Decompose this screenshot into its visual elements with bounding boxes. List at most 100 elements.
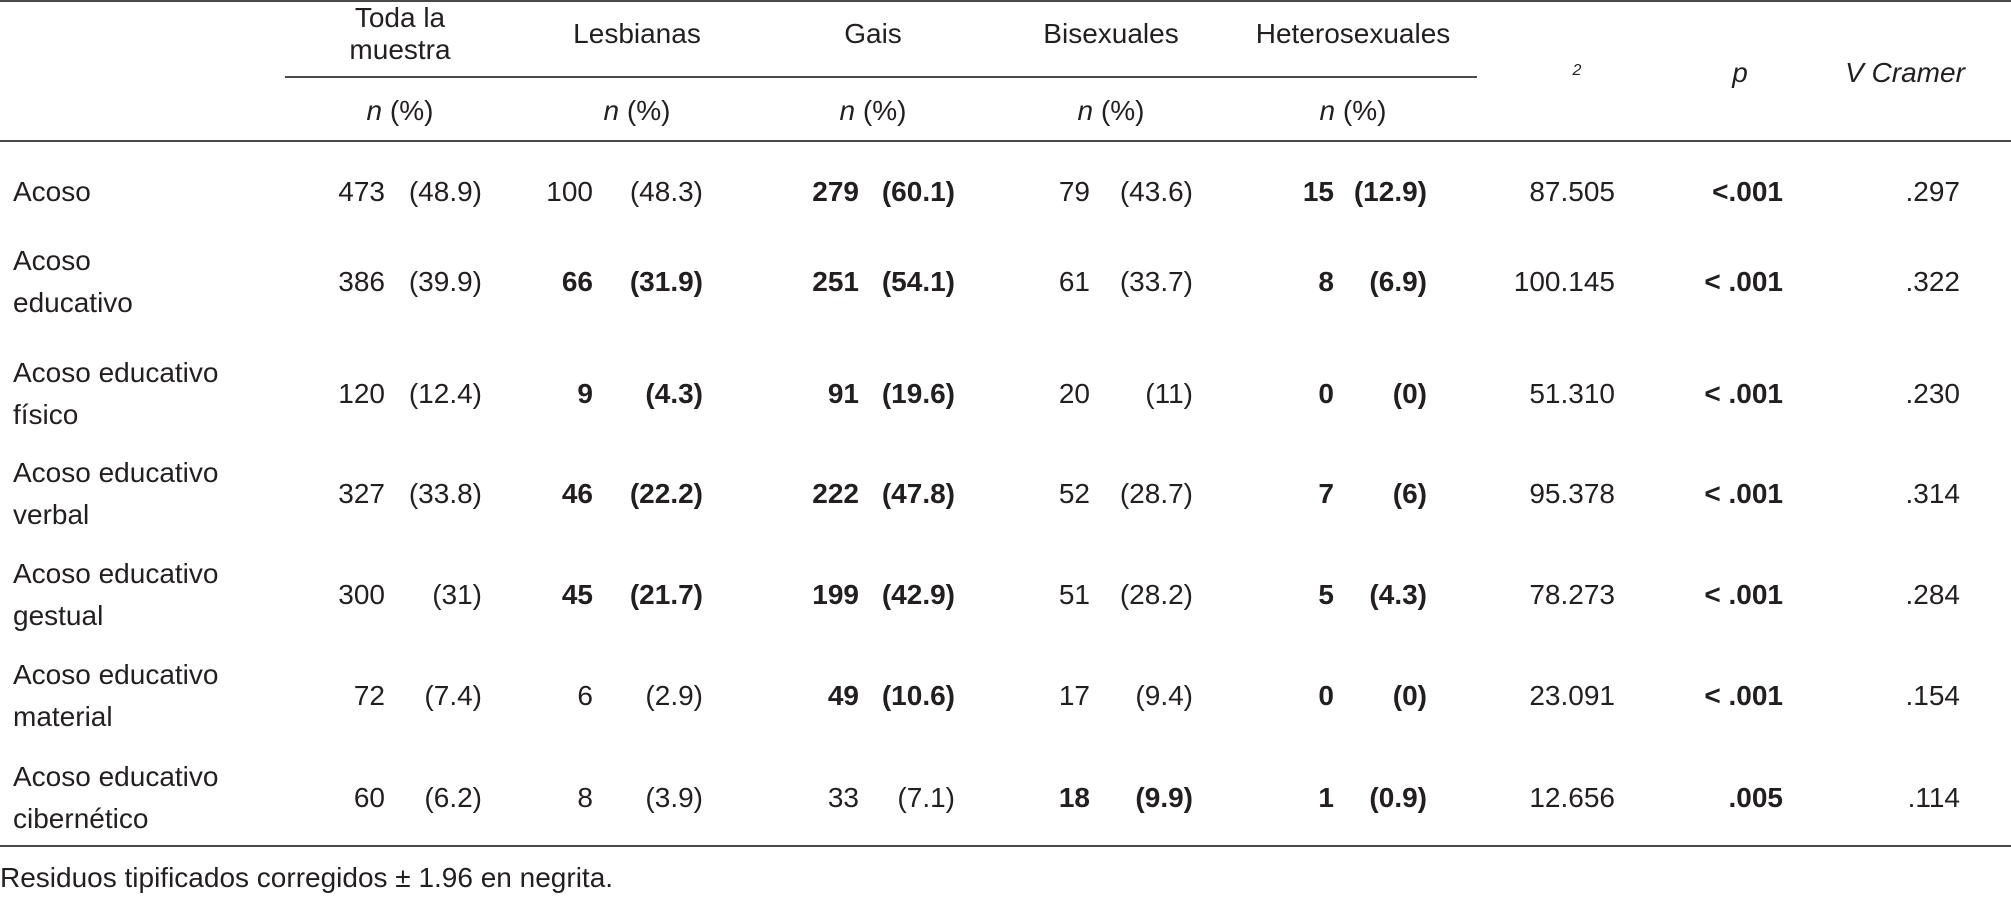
table-bottom-rule bbox=[0, 845, 2011, 847]
row-label: Acoso educativo bbox=[13, 558, 219, 589]
cell-pct: (3.9) bbox=[645, 782, 703, 813]
cell-pct: (42.9) bbox=[881, 579, 955, 610]
cell-pct: (43.6) bbox=[1119, 176, 1193, 207]
cell-pct: (47.8) bbox=[881, 478, 955, 509]
cell-n: 6 bbox=[577, 680, 593, 711]
cell-v-cramer: .322 bbox=[1905, 266, 1961, 297]
cell-pct: (22.2) bbox=[629, 478, 703, 509]
row-label: educativo bbox=[13, 287, 133, 318]
n-label: n bbox=[603, 95, 620, 126]
cell-chi2: 87.505 bbox=[1529, 176, 1615, 207]
cell-pct: (12.9) bbox=[1353, 176, 1427, 207]
cell-v-cramer: .114 bbox=[1907, 782, 1960, 813]
row-label: Acoso bbox=[13, 176, 91, 207]
cell-pct: (0) bbox=[1392, 378, 1427, 409]
cell-pct: (7.1) bbox=[897, 782, 955, 813]
cell-pct: (9.4) bbox=[1135, 680, 1193, 711]
subheader: n (%) bbox=[1320, 90, 1387, 132]
cell-n: 72 bbox=[353, 680, 385, 711]
cell-pct: (33.7) bbox=[1119, 266, 1193, 297]
group-header: Heterosexuales bbox=[1255, 18, 1451, 49]
cell-pct: (6) bbox=[1392, 478, 1427, 509]
cell-p: < .001 bbox=[1704, 680, 1783, 711]
subheader: n (%) bbox=[840, 90, 907, 132]
cell-v-cramer: .154 bbox=[1905, 680, 1961, 711]
cell-v-cramer: .314 bbox=[1905, 478, 1961, 509]
row-label: Acoso educativo bbox=[13, 457, 219, 488]
cell-pct: (39.9) bbox=[408, 266, 482, 297]
cell-n: 9 bbox=[577, 378, 593, 409]
cell-n: 8 bbox=[1318, 266, 1334, 297]
cell-n: 5 bbox=[1318, 579, 1334, 610]
cell-n: 61 bbox=[1058, 266, 1090, 297]
group-header: Gais bbox=[844, 18, 902, 49]
n-label: n bbox=[1077, 95, 1094, 126]
n-label: n bbox=[839, 95, 856, 126]
cell-n: 1 bbox=[1318, 782, 1334, 813]
cell-n: 66 bbox=[561, 266, 593, 297]
cell-pct: (60.1) bbox=[881, 176, 955, 207]
cell-n: 300 bbox=[338, 579, 385, 610]
cell-n: 91 bbox=[827, 378, 859, 409]
cell-pct: (54.1) bbox=[881, 266, 955, 297]
group-header: Toda la muestra bbox=[349, 2, 451, 65]
cell-n: 0 bbox=[1318, 680, 1334, 711]
cell-n: 18 bbox=[1058, 782, 1090, 813]
cell-p: < .001 bbox=[1704, 378, 1783, 409]
cell-n: 60 bbox=[353, 782, 385, 813]
chi-square-header: 2 bbox=[1572, 62, 1582, 79]
cell-chi2: 51.310 bbox=[1529, 378, 1615, 409]
group-underline bbox=[285, 76, 1477, 78]
cell-n: 79 bbox=[1058, 176, 1090, 207]
pct-label: (%) bbox=[626, 95, 671, 126]
cell-chi2: 100.145 bbox=[1513, 266, 1615, 297]
cell-pct: (0.9) bbox=[1369, 782, 1427, 813]
n-label: n bbox=[1319, 95, 1336, 126]
cell-v-cramer: .230 bbox=[1905, 378, 1961, 409]
top-rule bbox=[0, 0, 2011, 2]
row-label: Acoso educativo bbox=[13, 357, 219, 388]
pct-label: (%) bbox=[862, 95, 907, 126]
v-cramer-header: V Cramer bbox=[1845, 57, 1965, 88]
cell-n: 222 bbox=[812, 478, 859, 509]
row-label: Acoso educativo bbox=[13, 659, 219, 690]
cell-chi2: 12.656 bbox=[1529, 782, 1615, 813]
cell-pct: (31.9) bbox=[629, 266, 703, 297]
cell-pct: (9.9) bbox=[1135, 782, 1193, 813]
cell-pct: (4.3) bbox=[645, 378, 703, 409]
cell-n: 0 bbox=[1318, 378, 1334, 409]
cell-n: 8 bbox=[577, 782, 593, 813]
cell-n: 45 bbox=[561, 579, 593, 610]
cell-pct: (21.7) bbox=[629, 579, 703, 610]
subheader: n (%) bbox=[1078, 90, 1145, 132]
cell-n: 327 bbox=[338, 478, 385, 509]
cell-n: 386 bbox=[338, 266, 385, 297]
cell-pct: (6.2) bbox=[424, 782, 482, 813]
cell-pct: (48.9) bbox=[408, 176, 482, 207]
cell-v-cramer: .284 bbox=[1905, 579, 1961, 610]
row-label: verbal bbox=[13, 499, 90, 530]
cell-n: 49 bbox=[827, 680, 859, 711]
pct-label: (%) bbox=[1100, 95, 1145, 126]
cell-n: 120 bbox=[338, 378, 385, 409]
cell-pct: (4.3) bbox=[1369, 579, 1427, 610]
row-label: material bbox=[13, 701, 113, 732]
cell-p: <.001 bbox=[1712, 176, 1783, 207]
header-bottom-rule bbox=[0, 140, 2011, 142]
cell-chi2: 78.273 bbox=[1529, 579, 1615, 610]
cell-pct: (10.6) bbox=[881, 680, 955, 711]
cell-n: 199 bbox=[812, 579, 859, 610]
cell-chi2: 95.378 bbox=[1529, 478, 1615, 509]
row-label: Acoso educativo bbox=[13, 761, 219, 792]
group-header: Lesbianas bbox=[573, 18, 701, 49]
subheader: n (%) bbox=[604, 90, 671, 132]
cell-n: 279 bbox=[812, 176, 859, 207]
row-label: cibernético bbox=[13, 803, 149, 834]
cell-pct: (48.3) bbox=[629, 176, 703, 207]
cell-n: 33 bbox=[827, 782, 859, 813]
cell-p: < .001 bbox=[1704, 478, 1783, 509]
row-label: gestual bbox=[13, 600, 104, 631]
cell-pct: (28.2) bbox=[1119, 579, 1193, 610]
cell-pct: (12.4) bbox=[408, 378, 482, 409]
cell-p: .005 bbox=[1728, 782, 1784, 813]
